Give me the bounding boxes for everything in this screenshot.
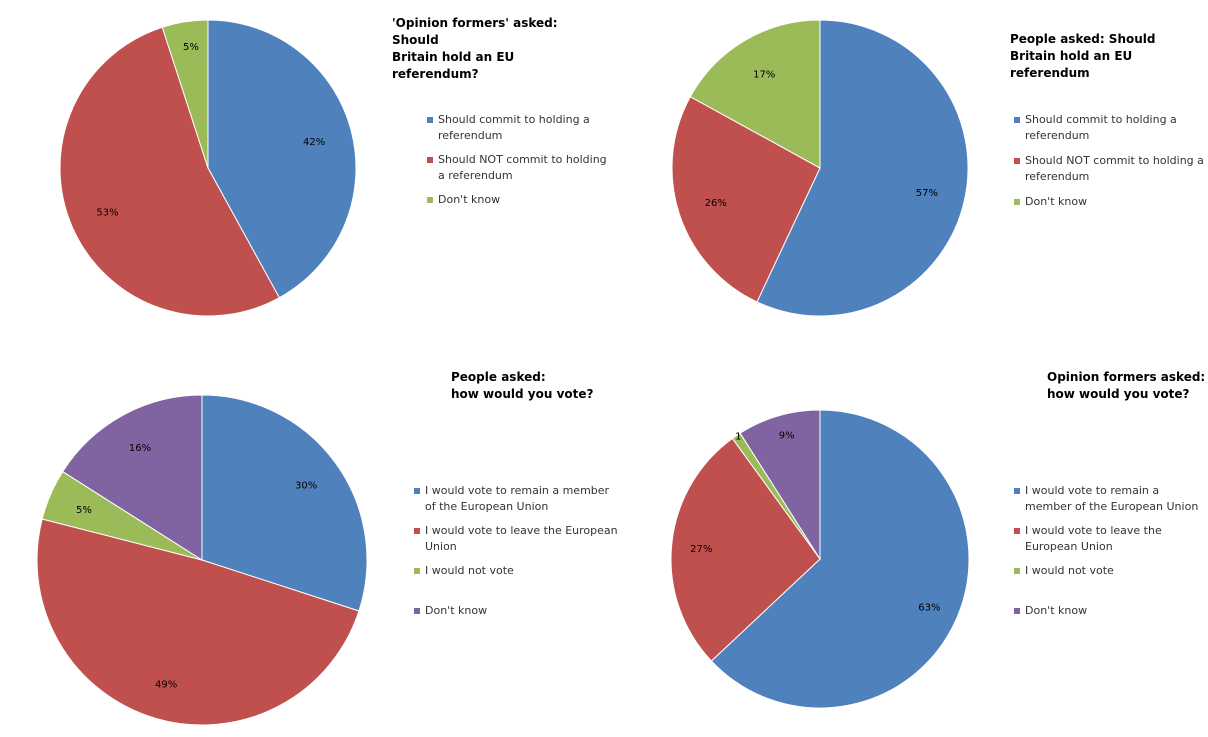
- slice-value-label: 5%: [183, 42, 199, 53]
- legend-entry: I would not vote: [414, 563, 619, 603]
- slice-value-label: 5%: [76, 505, 92, 516]
- slice-value-label: 49%: [155, 680, 177, 691]
- pie-plot: 57% 26% 17%: [671, 19, 969, 317]
- chart-title: People asked: Should Britain hold an EU …: [1010, 32, 1156, 80]
- pie-slice: [201, 394, 368, 612]
- pie-slice: [59, 26, 280, 317]
- legend-entry: Don't know: [1014, 603, 1206, 643]
- pie-chart-opinion-formers-referendum: 42% 53% 5% 'Opinion formers' asked: Should…: [0, 0, 607, 368]
- legend-label: Should commit to holding a referendum: [438, 113, 590, 142]
- pie-plot: 63%27%1%9%: [670, 409, 970, 709]
- pie-plot: 30% 49% 5% 16%: [36, 394, 368, 726]
- legend: I would vote to remain a member of the E…: [414, 483, 619, 643]
- legend-swatch: [1014, 158, 1020, 164]
- pie-slice: [36, 518, 360, 726]
- legend-swatch: [1014, 528, 1020, 534]
- slice-value-label: 16%: [129, 443, 151, 454]
- pie-chart-opinion-formers-vote: 63%27%1%9% Opinion formers asked: how wo…: [604, 368, 1208, 736]
- slice-value-label: 27%: [690, 544, 712, 555]
- legend-label: I would not vote: [1025, 564, 1114, 577]
- legend-swatch: [427, 117, 433, 123]
- pie-slice: [61, 394, 203, 561]
- legend-label: Don't know: [1025, 195, 1088, 208]
- chart-title: Opinion formers asked: how would you vot…: [1047, 370, 1206, 401]
- legend-swatch: [427, 157, 433, 163]
- legend: I would vote to remain a member of the E…: [1014, 483, 1206, 643]
- legend-entry: I would vote to remain a member of the E…: [1014, 483, 1206, 523]
- chart-title: 'Opinion formers' asked: Should Britain …: [392, 16, 558, 81]
- slice-value-label: 63%: [918, 602, 940, 613]
- slice-value-label: 53%: [96, 208, 118, 219]
- pie-slice: [670, 437, 821, 662]
- legend-label: Should commit to holding a referendum: [1025, 113, 1177, 142]
- legend-swatch: [1014, 488, 1020, 494]
- legend-label: I would vote to leave the European Union: [1025, 524, 1162, 553]
- legend-label: I would vote to remain a member of the E…: [425, 484, 610, 513]
- legend-label: I would vote to remain a member of the E…: [1025, 484, 1199, 513]
- legend-entry: Don't know: [427, 192, 607, 232]
- legend-label: Don't know: [425, 604, 488, 617]
- legend-swatch: [1014, 568, 1020, 574]
- legend-swatch: [414, 528, 420, 534]
- slice-value-label: 26%: [705, 198, 727, 209]
- legend-swatch: [414, 608, 420, 614]
- legend-entry: Don't know: [1014, 194, 1206, 235]
- chart-title: People asked: how would you vote?: [451, 370, 594, 401]
- legend-entry: Don't know: [414, 603, 619, 643]
- legend-swatch: [414, 568, 420, 574]
- legend-entry: I would not vote: [1014, 563, 1206, 603]
- legend-swatch: [1014, 608, 1020, 614]
- legend-label: Don't know: [438, 193, 501, 206]
- legend-swatch: [427, 197, 433, 203]
- pie-slice: [161, 19, 209, 169]
- pie-slice: [756, 19, 969, 317]
- legend-swatch: [1014, 117, 1020, 123]
- legend-entry: I would vote to leave the European Union: [1014, 523, 1206, 563]
- pie-plot: 42% 53% 5%: [59, 19, 357, 317]
- legend-swatch: [1014, 199, 1020, 205]
- pie-slice: [710, 409, 970, 709]
- pie-slice: [739, 409, 821, 561]
- legend-entry: Should commit to holding a referendum: [427, 112, 607, 152]
- legend-entry: I would vote to remain a member of the E…: [414, 483, 619, 523]
- pie-chart-people-vote: 30% 49% 5% 16% People asked: how would you …: [0, 368, 618, 736]
- legend-swatch: [414, 488, 420, 494]
- pie-slice: [207, 19, 357, 299]
- slice-value-label: 30%: [295, 480, 317, 491]
- slice-value-label: 9%: [779, 431, 795, 442]
- legend-label: I would not vote: [425, 564, 514, 577]
- legend-label: Don't know: [1025, 604, 1088, 617]
- legend-entry: Should NOT commit to holding a referendu…: [1014, 153, 1206, 194]
- slice-value-label: 17%: [753, 70, 775, 81]
- legend-label: Should NOT commit to holding a referendu…: [1025, 154, 1204, 183]
- pie-slice: [689, 19, 821, 169]
- pie-chart-people-referendum: 57% 26% 17% People asked: Should Britain h…: [604, 0, 1208, 368]
- legend-entry: I would vote to leave the European Union: [414, 523, 619, 563]
- slice-value-label: 42%: [303, 137, 325, 148]
- legend: Should commit to holding a referendum Sh…: [1014, 112, 1206, 235]
- legend-label: Should NOT commit to holding a referendu…: [438, 153, 607, 182]
- legend-entry: Should commit to holding a referendum: [1014, 112, 1206, 153]
- legend: Should commit to holding a referendum Sh…: [427, 112, 607, 232]
- legend-entry: Should NOT commit to holding a referendu…: [427, 152, 607, 192]
- legend-label: I would vote to leave the European Union: [425, 524, 618, 553]
- slice-value-label: 57%: [916, 188, 938, 199]
